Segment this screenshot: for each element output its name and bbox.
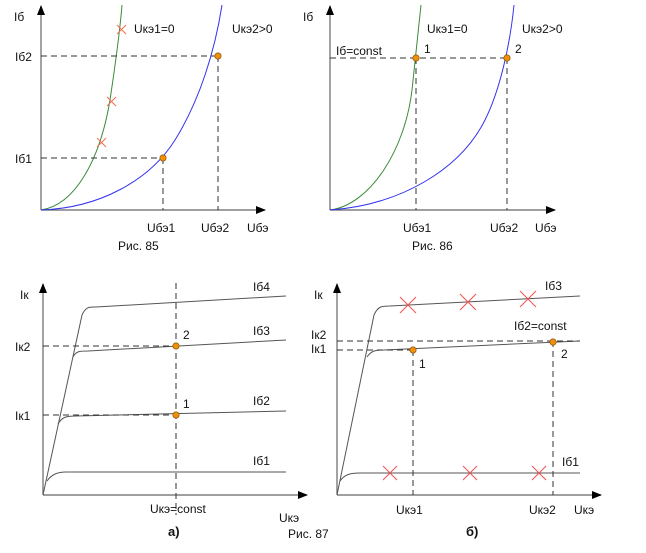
fig87b-ytick-ik1: Iк1: [311, 342, 327, 356]
fig87b-cross-marks: [382, 290, 547, 481]
fig87b: Iк Iб3 Iб2=const Iб1 Iк2 Iк1 1 2 Uкэ1 Uк…: [311, 279, 602, 539]
fig85-ytick-ib1: Iб1: [15, 152, 32, 166]
fig86-caption: Рис. 86: [412, 239, 453, 253]
fig87b-point1-label: 1: [419, 357, 426, 371]
fig87a-label-ib3: Iб3: [253, 324, 270, 338]
fig87b-xtick-uke1: Uкэ1: [396, 503, 423, 517]
fig86-y-label: Iб: [303, 10, 313, 24]
fig87a-curve-ib1: [46, 471, 286, 482]
fig85-curve2-label: Uкэ2>0: [232, 22, 273, 36]
fig87a-point1-label: 1: [183, 397, 190, 411]
fig86-xtick-ube2: Uбэ2: [490, 221, 519, 235]
fig87a-curve-ib4: [81, 295, 287, 316]
fig87b-point2-label: 2: [561, 347, 568, 361]
fig87a-sublabel: а): [168, 524, 180, 539]
fig85-xtick-ube2: Uбэ2: [201, 221, 230, 235]
fig85-point-2: [214, 52, 222, 60]
fig87a-curve-ib2: [57, 410, 287, 425]
fig86-point1-label: 1: [424, 42, 431, 56]
fig87b-label-ib3: Iб3: [545, 279, 562, 293]
fig87b-xtick-uke2: Uкэ2: [529, 503, 556, 517]
fig86: Iб Uкэ1=0 Uкэ2>0 Iб=const 1 2 Uбэ1 Uбэ2 …: [303, 4, 563, 253]
fig87a-point2-label: 2: [183, 328, 190, 342]
fig85-x-label: Uбэ: [247, 221, 269, 235]
fig86-point2-label: 2: [515, 42, 522, 56]
fig87a: Iк Iб4 Iб3 Iб2 Iб1 Iк2 Iк1 2 1 Uкэ=const…: [15, 280, 329, 541]
fig86-curve-blue: [329, 4, 515, 211]
fig87a-label-ib4: Iб4: [253, 280, 270, 294]
fig87a-curve-ib3: [72, 339, 287, 358]
fig87a-x-const-label: Uкэ=const: [150, 502, 207, 516]
fig87b-curve-ib2: [366, 340, 581, 358]
fig87b-y-label: Iк: [314, 288, 323, 302]
fig87a-label-ib2: Iб2: [253, 394, 270, 408]
fig87a-ytick-ik1: Iк1: [15, 409, 31, 423]
fig87b-curve-ib1: [339, 472, 580, 482]
fig85-curve-green: [40, 4, 123, 211]
fig85-caption: Рис. 85: [118, 239, 159, 253]
fig87a-x-label: Uкэ: [279, 511, 299, 525]
fig87b-sublabel: б): [466, 524, 478, 539]
fig86-xtick-ube1: Uбэ1: [403, 221, 432, 235]
fig87b-point-2: [549, 338, 557, 346]
fig85-ytick-ib2: Iб2: [15, 50, 32, 64]
fig87a-label-ib1: Iб1: [253, 454, 270, 468]
fig85-curve1-label: Uкэ1=0: [134, 22, 175, 36]
fig87b-label-ib1: Iб1: [562, 455, 579, 469]
fig85-y-label: Iб: [14, 10, 24, 24]
fig87b-label-ib2: Iб2=const: [514, 319, 567, 333]
fig87b-saturation-line: [336, 314, 375, 496]
fig87b-curve-ib3: [373, 295, 581, 316]
fig87b-ytick-ik2: Iк2: [311, 328, 327, 342]
fig86-const-label: Iб=const: [336, 44, 383, 58]
fig85-curve-blue: [40, 4, 223, 211]
fig87a-point-2: [172, 342, 180, 350]
fig86-curve1-label: Uкэ1=0: [427, 22, 468, 36]
fig87b-point-1: [409, 346, 417, 354]
fig86-x-label: Uбэ: [535, 221, 557, 235]
fig86-point-2: [503, 54, 511, 62]
fig86-point-1: [412, 54, 420, 62]
fig87b-x-label: Uкэ: [574, 503, 594, 517]
fig86-curve-green: [329, 4, 422, 211]
fig85-xtick-ube1: Uбэ1: [147, 221, 176, 235]
fig85-dash-ib2: [41, 55, 219, 210]
fig85-dash-ib1: [41, 157, 164, 210]
fig85: Iб Uкэ1=0 Uкэ2>0 Iб2 Iб1 Uбэ1 Uбэ2 Uбэ Р…: [14, 4, 273, 253]
fig87-caption: Рис. 87: [288, 527, 329, 541]
fig85-point-1: [159, 154, 167, 162]
fig86-curve2-label: Uкэ2>0: [522, 22, 563, 36]
fig87a-saturation-line: [42, 314, 83, 496]
fig87a-point-1: [172, 411, 180, 419]
fig87a-ytick-ik2: Iк2: [15, 340, 31, 354]
fig87a-y-label: Iк: [20, 288, 29, 302]
fig85-cross-marks: [96, 24, 127, 148]
